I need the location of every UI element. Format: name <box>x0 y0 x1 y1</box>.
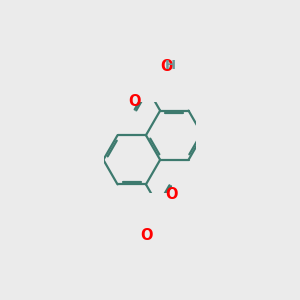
Text: O: O <box>141 228 153 243</box>
Text: O: O <box>165 187 178 202</box>
Text: O: O <box>160 59 173 74</box>
Text: H: H <box>164 59 175 72</box>
Text: O: O <box>128 94 141 109</box>
